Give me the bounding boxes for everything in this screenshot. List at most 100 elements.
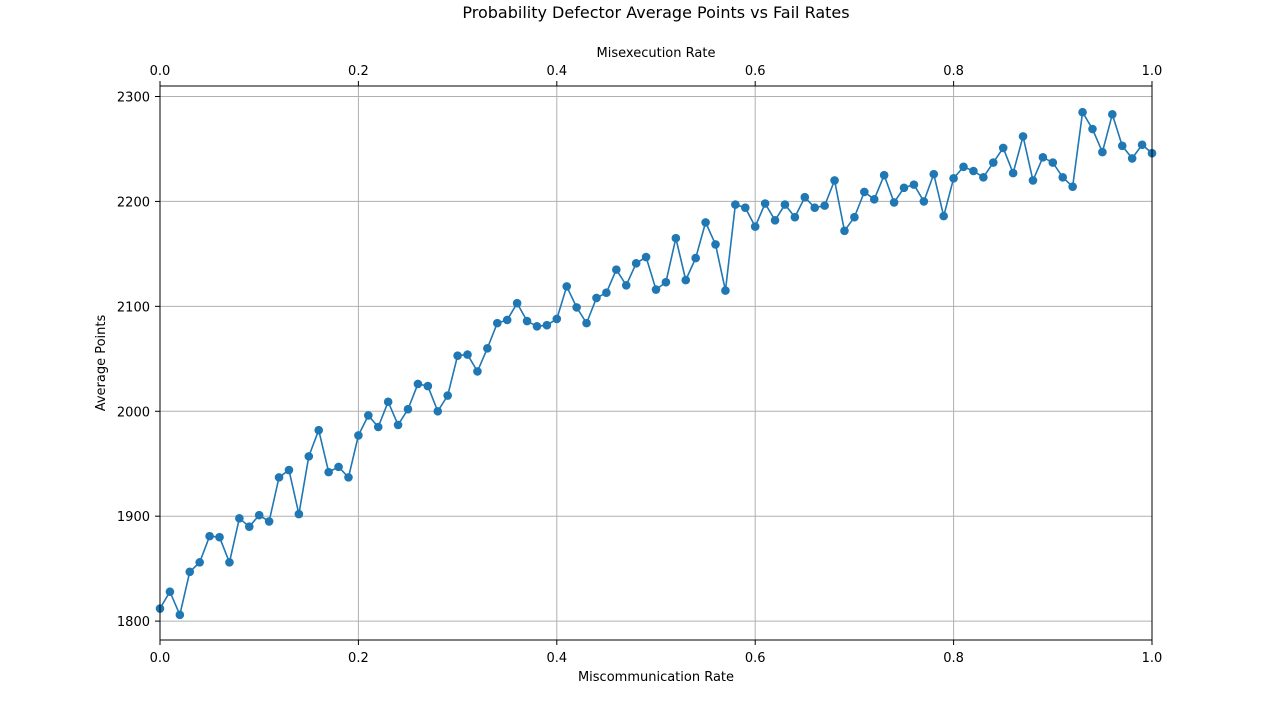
data-point	[175, 610, 185, 620]
data-point	[1058, 172, 1068, 182]
x-tick-label: 0.0	[150, 651, 171, 666]
grid	[159, 86, 1153, 640]
y-tick-label: 2000	[117, 405, 150, 420]
data-point	[889, 198, 899, 207]
data-point	[711, 240, 720, 249]
data-point	[701, 218, 710, 227]
data-point	[225, 558, 234, 567]
data-point	[602, 288, 611, 298]
data-point	[215, 532, 224, 542]
x-tick-label: 0.2	[348, 651, 369, 666]
data-point	[1108, 110, 1117, 119]
data-point	[621, 281, 631, 290]
y-tick-label: 1900	[117, 510, 150, 525]
data-point	[919, 197, 929, 206]
plot-frame	[159, 85, 1153, 641]
data-point	[929, 169, 939, 179]
data-point	[294, 509, 304, 519]
data-point	[1038, 153, 1048, 162]
data-point	[979, 172, 988, 182]
data-point	[1068, 182, 1077, 192]
y-tick-label: 2100	[117, 300, 150, 315]
data-point	[433, 406, 443, 416]
data-point	[1048, 158, 1058, 167]
data-point	[860, 187, 869, 197]
data-point	[1127, 154, 1137, 163]
top-x-axis-label: Misexecution Rate	[597, 46, 716, 61]
x2-tick-label: 1.0	[1142, 64, 1163, 79]
data-point	[364, 411, 373, 420]
data-point	[840, 226, 849, 236]
data-point	[314, 425, 324, 435]
data-point	[820, 201, 829, 210]
data-point	[264, 517, 274, 526]
x2-tick-label: 0.4	[546, 64, 567, 79]
data-point	[1078, 107, 1087, 117]
series-line	[159, 109, 1153, 618]
data-point	[1028, 176, 1038, 185]
data-point	[750, 222, 760, 231]
y-tick-label: 2300	[117, 90, 150, 105]
data-point	[800, 192, 810, 202]
y-tick-label: 2200	[117, 195, 150, 210]
data-point	[195, 558, 204, 567]
data-point	[909, 180, 919, 189]
data-point	[810, 203, 820, 213]
data-point	[403, 404, 413, 414]
bottom-x-axis-label: Miscommunication Rate	[578, 670, 734, 685]
data-point	[284, 465, 294, 475]
data-point	[492, 318, 502, 328]
data-point	[731, 200, 740, 209]
data-point	[939, 211, 948, 221]
data-point	[453, 351, 462, 360]
data-point	[393, 420, 403, 430]
data-point	[522, 316, 532, 326]
data-point	[1018, 132, 1028, 141]
data-point	[304, 452, 314, 461]
data-point	[988, 158, 998, 167]
x-tick-label: 1.0	[1142, 651, 1163, 666]
data-point	[413, 379, 423, 389]
axis-ticks: 0.0 0.2 0.4 0.6 0.8 1.0 0.0 0.2 0.4 0.6 0.8 1.0 1800…	[117, 64, 1162, 666]
y-axis-label: Average Points	[94, 314, 109, 411]
data-point	[235, 513, 244, 523]
data-point	[582, 318, 591, 328]
data-point	[244, 522, 254, 531]
data-point	[631, 259, 641, 268]
data-point	[354, 431, 363, 440]
y-tick-label: 1800	[117, 615, 150, 630]
data-point	[572, 303, 581, 312]
data-point	[760, 199, 770, 208]
data-point	[334, 462, 343, 472]
data-point	[324, 467, 333, 477]
data-point	[254, 510, 264, 520]
data-point	[790, 212, 800, 222]
data-point	[542, 320, 552, 330]
data-point	[1117, 141, 1127, 151]
data-point	[483, 344, 492, 353]
data-point	[185, 567, 195, 577]
x-tick-label: 0.4	[546, 651, 567, 666]
data-point	[949, 174, 958, 183]
data-point	[691, 253, 700, 263]
data-point	[1137, 140, 1147, 150]
data-point	[502, 315, 512, 325]
data-point	[473, 367, 482, 376]
data-point	[671, 233, 681, 243]
x2-tick-label: 0.6	[745, 64, 766, 79]
data-point	[1088, 124, 1097, 134]
series-line-path	[159, 109, 1153, 618]
data-point	[423, 381, 433, 391]
data-point	[850, 212, 859, 222]
x2-tick-label: 0.8	[943, 64, 964, 79]
data-point	[463, 350, 472, 359]
data-point	[383, 397, 393, 407]
data-point	[1008, 168, 1018, 178]
data-point	[1098, 147, 1107, 157]
data-point	[869, 195, 879, 204]
data-point	[651, 285, 661, 294]
data-point	[512, 298, 522, 308]
data-point	[373, 422, 383, 432]
data-point	[562, 282, 572, 291]
